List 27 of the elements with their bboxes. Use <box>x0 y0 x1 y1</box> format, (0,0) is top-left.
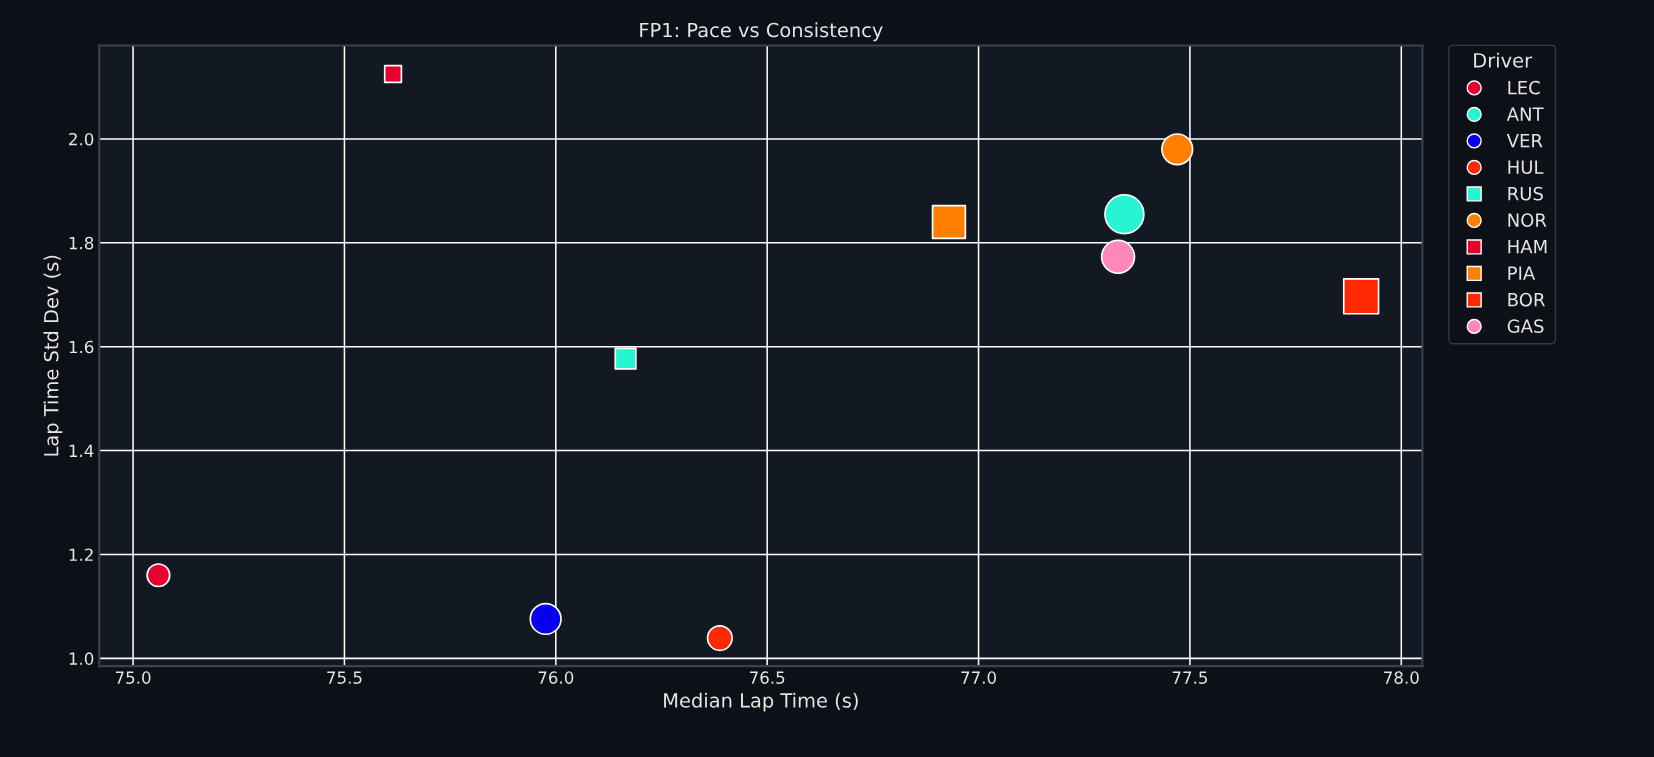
x-tick-label: 75.5 <box>327 671 362 684</box>
y-tick-label: 1.8 <box>69 236 94 250</box>
y-tick-label: 1.2 <box>69 548 93 561</box>
x-tick-label: 76.0 <box>538 671 574 684</box>
legend-label: LEC <box>1508 80 1540 95</box>
legend-label: PIA <box>1508 266 1536 280</box>
legend-label: HUL <box>1508 160 1544 174</box>
legend-title: Driver <box>1474 52 1533 68</box>
y-tick-label: 1.0 <box>69 652 94 665</box>
x-tick-label: 78.0 <box>1384 671 1419 684</box>
y-tick-label: 1.4 <box>69 444 94 457</box>
x-tick-label: 77.0 <box>961 671 996 684</box>
x-tick-label: 75.0 <box>115 671 151 684</box>
x-axis-title: Median Lap Time (s) <box>664 692 858 712</box>
legend-label: RUS <box>1508 186 1543 201</box>
chart-title: FP1: Pace vs Consistency <box>640 22 883 42</box>
legend-label: NOR <box>1508 213 1547 227</box>
y-axis-title: Lap Time Std Dev (s) <box>43 255 63 456</box>
legend-label: HAM <box>1508 240 1547 254</box>
x-tick-label: 77.5 <box>1172 671 1208 684</box>
legend-label: VER <box>1506 134 1543 148</box>
x-tick-label: 76.5 <box>749 671 785 684</box>
legend-label: GAS <box>1507 319 1544 333</box>
legend-label: ANT <box>1506 107 1544 121</box>
y-tick-label: 2.0 <box>69 132 94 146</box>
legend-label: BOR <box>1508 292 1545 307</box>
y-tick-label: 1.6 <box>69 340 94 354</box>
